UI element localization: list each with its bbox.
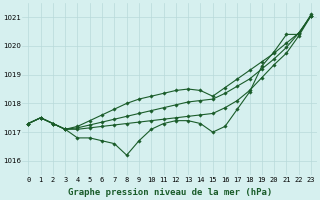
X-axis label: Graphe pression niveau de la mer (hPa): Graphe pression niveau de la mer (hPa) bbox=[68, 188, 272, 197]
